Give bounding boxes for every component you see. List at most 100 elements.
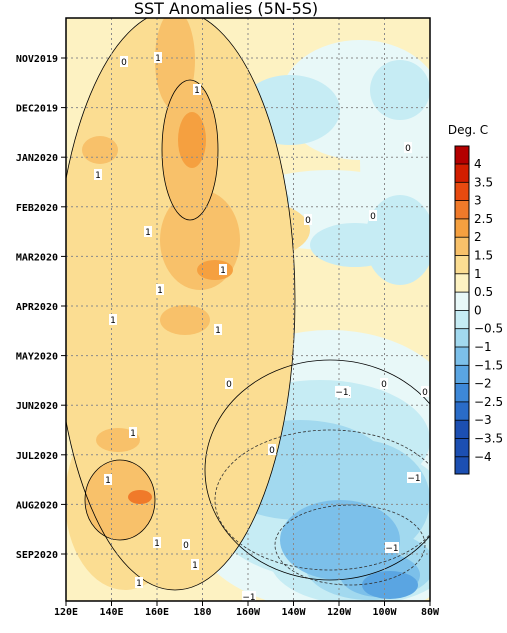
contour-label-bg	[129, 427, 137, 438]
contour-label: −1	[385, 544, 398, 554]
colorbar-swatch	[455, 292, 469, 311]
contour-label: 1	[157, 286, 163, 296]
contour-label-bg	[385, 542, 399, 553]
colorbar-level-label: 0	[474, 303, 482, 317]
contour-label: 1	[155, 54, 161, 64]
contour-label: 0	[121, 58, 127, 68]
contour-label-bg	[153, 537, 161, 548]
y-tick-label: NOV2019	[16, 54, 58, 65]
contour-line	[214, 429, 430, 571]
colorbar-swatch	[455, 328, 469, 347]
contour-label: 1	[220, 266, 226, 276]
contour-label: 1	[95, 171, 101, 181]
colorbar-swatch	[455, 164, 469, 183]
contour-line	[84, 459, 156, 541]
x-axis: 120E 140E 160E 180 160W 140W 120W 100W 80W	[54, 601, 440, 618]
colorbar: 4 3.5 3 2.5 2 1.5 1 0.5 0 −0.5 −1 −1.5 −2 −2.5 −3 −3.5 −…	[454, 145, 503, 475]
anomaly-region	[160, 305, 210, 335]
colorbar-level-label: −3.5	[474, 432, 503, 446]
x-tick-label: 100W	[372, 607, 397, 618]
chart-title: SST Anomalies (5N-5S)	[134, 0, 318, 18]
y-tick-label: APR2020	[16, 302, 58, 313]
contour-label-bg	[94, 169, 102, 180]
contour-label-bg	[156, 284, 164, 295]
y-tick-label: SEP2020	[16, 550, 58, 561]
contour-label: 0	[305, 216, 311, 226]
contour-label-bg	[369, 210, 377, 221]
y-tick-label: JUL2020	[16, 451, 58, 462]
anomaly-region	[365, 195, 430, 285]
contour-label-bg	[404, 142, 412, 153]
colorbar-swatch	[455, 237, 469, 256]
contour-line	[204, 359, 430, 581]
colorbar-swatch	[455, 383, 469, 402]
y-tick-label: AUG2020	[16, 500, 58, 511]
contour-label: 0	[422, 388, 428, 398]
colorbar-swatch	[455, 255, 469, 274]
contour-label-bg	[109, 314, 117, 325]
x-tick-label: 120E	[54, 607, 78, 618]
anomaly-region	[128, 490, 152, 504]
contour-label-bg	[380, 378, 388, 389]
contour-label: −1	[242, 593, 255, 603]
y-axis: NOV2019 DEC2019 JAN2020 FEB2020 MAR2020 APR20…	[16, 54, 66, 561]
contour-label: 1	[194, 86, 200, 96]
colorbar-level-label: −1.5	[474, 358, 503, 372]
x-tick-label: 180	[193, 607, 211, 618]
contour-label: 1	[145, 228, 151, 238]
contour-label-bg	[335, 386, 349, 397]
x-tick-label: 160E	[145, 607, 169, 618]
anomaly-region	[178, 112, 206, 168]
contour-label: 0	[370, 212, 376, 222]
anomaly-region	[85, 460, 155, 540]
colorbar-swatch	[455, 273, 469, 293]
contour-label-bg	[225, 378, 233, 389]
colorbar-swatch	[455, 310, 469, 329]
contour-label: 1	[105, 476, 111, 486]
contour-label-bg	[182, 539, 190, 550]
colorbar-level-label: −1	[474, 340, 492, 354]
y-tick-label: MAR2020	[16, 252, 58, 263]
contour-label-bg	[154, 52, 162, 63]
colorbar-level-label: 1.5	[474, 249, 493, 263]
x-tick-label: 80W	[421, 607, 440, 618]
contour-label-bg	[421, 386, 429, 397]
colorbar-level-label: 3.5	[474, 175, 493, 189]
contour-label: 0	[226, 380, 232, 390]
contour-line	[66, 18, 296, 591]
contour-label: 1	[130, 429, 136, 439]
y-tick-label: MAY2020	[16, 352, 58, 363]
x-tick-label: 160W	[236, 607, 261, 618]
colorbar-swatch	[455, 200, 469, 219]
y-tick-label: FEB2020	[16, 203, 58, 214]
x-tick-label: 140W	[281, 607, 306, 618]
colorbar-swatch	[455, 401, 469, 421]
contour-label: 1	[110, 316, 116, 326]
colorbar-level-label: −0.5	[474, 322, 503, 336]
contour-label: 0	[405, 144, 411, 154]
anomaly-region	[370, 60, 430, 120]
colorbar-swatch	[455, 182, 469, 201]
colorbar-level-label: 2.5	[474, 212, 493, 226]
contour-label-bg	[120, 56, 128, 67]
colorbar-level-label: 4	[474, 157, 482, 171]
colorbar-swatch	[455, 365, 469, 384]
contour-label: 1	[154, 539, 160, 549]
contour-label-bg	[268, 444, 276, 455]
colorbar-level-label: 1	[474, 267, 482, 281]
contour-label: 1	[136, 579, 142, 589]
contour-label: −1	[335, 388, 348, 398]
x-tick-label: 120W	[327, 607, 352, 618]
anomaly-field	[66, 18, 430, 601]
colorbar-swatch	[455, 146, 469, 164]
anomaly-region	[362, 571, 418, 599]
colorbar-level-label: 0.5	[474, 285, 493, 299]
y-tick-label: DEC2019	[16, 104, 58, 115]
contour-label-bg	[135, 577, 143, 588]
contour-line	[274, 504, 426, 586]
colorbar-level-label: −2.5	[474, 395, 503, 409]
contour-label: 0	[269, 446, 275, 456]
x-tick-label: 140E	[99, 607, 123, 618]
colorbar-level-label: −3	[474, 413, 492, 427]
contour-label-bg	[144, 226, 152, 237]
